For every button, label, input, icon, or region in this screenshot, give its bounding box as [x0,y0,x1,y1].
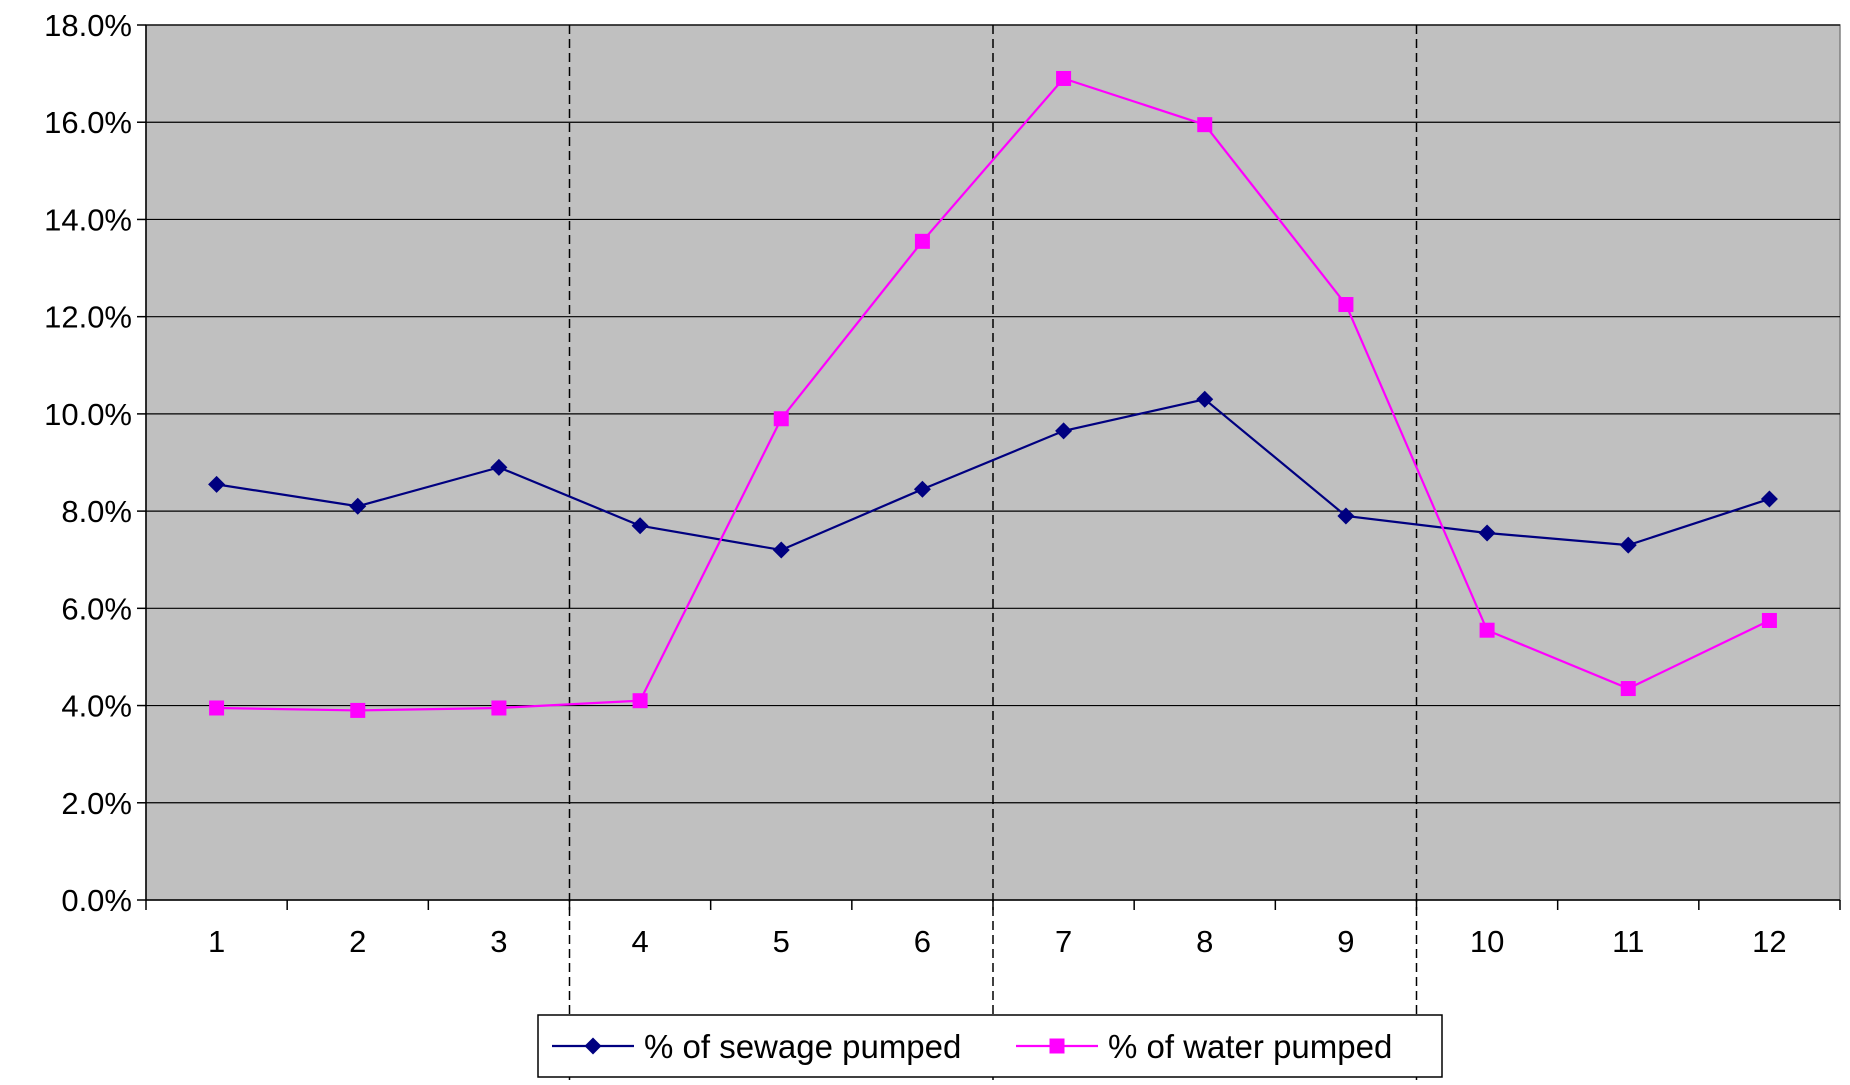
x-tick-label: 4 [631,924,648,959]
data-point [491,700,507,716]
data-point [490,458,508,476]
series-2 [209,70,1777,718]
data-point [209,700,225,716]
x-tick-label: 8 [1196,924,1213,959]
x-tick-label: 3 [490,924,507,959]
data-point [1196,390,1214,408]
legend-entry: % of sewage pumped [552,1028,961,1065]
x-tick-label: 9 [1337,924,1354,959]
y-tick-label: 0.0% [61,883,132,918]
series-layer [208,70,1778,718]
data-point [914,233,930,249]
data-point [1620,681,1636,697]
y-tick-label: 16.0% [44,105,132,140]
data-point [1055,422,1073,440]
data-point [1337,507,1355,525]
data-point [1056,70,1072,86]
data-point [350,702,366,718]
legend: % of sewage pumped % of water pumped [537,1014,1443,1078]
data-point [632,693,648,709]
x-tick-label: 1 [208,924,225,959]
data-point [1479,622,1495,638]
data-point [208,475,226,493]
data-point [772,541,790,559]
x-tick-label: 11 [1612,924,1644,959]
legend-marker [584,1037,602,1055]
x-tick-label: 2 [349,924,366,959]
legend-marker [1049,1038,1065,1054]
y-tick-label: 14.0% [44,202,132,237]
y-tick-label: 8.0% [61,494,132,529]
y-tick-label: 4.0% [61,689,132,724]
separator-lines [568,25,1418,1080]
data-point [1338,297,1354,313]
series-line [216,77,1770,712]
data-point [1197,117,1213,133]
data-point [1761,612,1777,628]
legend-entry: % of water pumped [1016,1028,1392,1065]
data-point [1619,536,1637,554]
data-point [349,497,367,515]
x-tick-label: 10 [1470,924,1504,959]
x-tick-label: 6 [914,924,931,959]
y-tick-label: 6.0% [61,591,132,626]
data-point [1478,524,1496,542]
legend-label: % of water pumped [1108,1028,1392,1065]
legend-box [537,1014,1443,1078]
series-line [216,398,1770,552]
data-point [631,517,649,535]
y-tick-label: 2.0% [61,786,132,821]
y-tick-label: 10.0% [44,397,132,432]
legend-label: % of sewage pumped [644,1028,961,1065]
x-tick-label: 5 [773,924,790,959]
data-point [773,411,789,427]
y-tick-label: 18.0% [44,8,132,43]
x-tick-label: 7 [1055,924,1072,959]
series-1 [208,390,1778,559]
y-tick-label: 12.0% [44,300,132,335]
x-tick-label: 12 [1752,924,1786,959]
axes: 0.0% 2.0% 4.0% 6.0% 8.0% 10.0% 12.0% 14.0% 16.0%… [44,8,1841,959]
data-point [913,480,931,498]
data-point [1760,490,1778,508]
